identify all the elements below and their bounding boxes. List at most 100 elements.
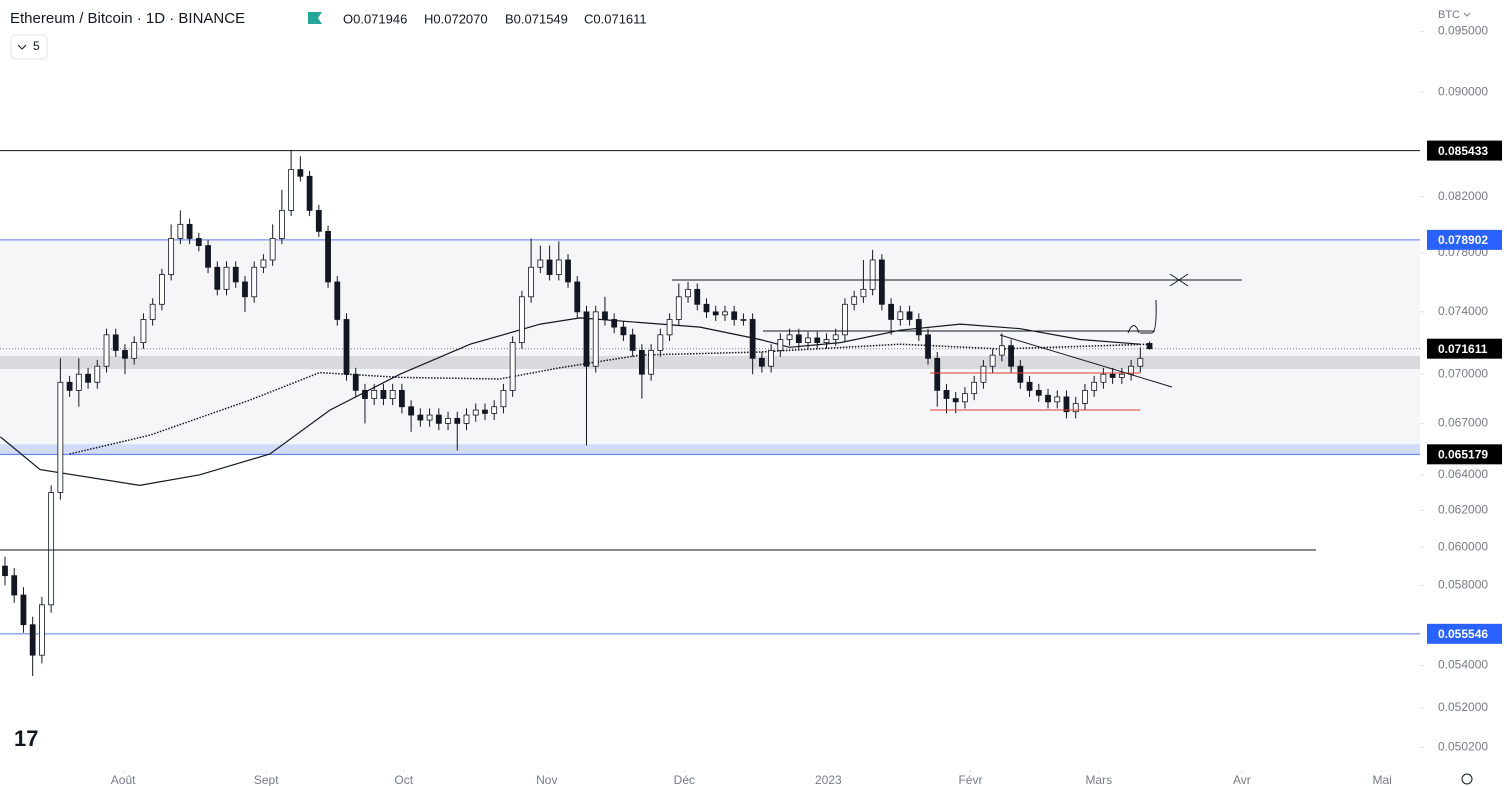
logo: 17 xyxy=(14,726,38,751)
candle-body xyxy=(1082,389,1088,404)
candle-body xyxy=(269,238,276,261)
candle-body xyxy=(380,389,387,399)
range-shade xyxy=(0,240,1420,455)
candle-body xyxy=(657,334,664,351)
level-label: 0.071611 xyxy=(1438,342,1488,356)
level-label: 0.078902 xyxy=(1438,233,1488,247)
chevron xyxy=(1463,12,1471,17)
candle-body xyxy=(915,319,922,336)
trend-line xyxy=(999,334,1173,388)
candle-body xyxy=(1045,394,1051,403)
candle-body xyxy=(408,406,415,416)
x-tick-label: 2023 xyxy=(815,773,842,786)
candle-body xyxy=(389,389,396,399)
y-tick-label: 0.067000 xyxy=(1438,416,1488,430)
candle-body xyxy=(768,350,775,367)
candle-body xyxy=(315,210,322,232)
candle-body xyxy=(795,334,802,344)
ohlc-close: C0.071611 xyxy=(584,11,647,26)
candle-body xyxy=(998,345,1005,356)
candle-body xyxy=(1072,403,1079,413)
candle-body xyxy=(417,414,424,421)
candle-body xyxy=(75,373,82,391)
candle-body xyxy=(685,288,691,298)
candle-body xyxy=(537,259,544,268)
candle-body xyxy=(371,389,378,399)
candle-body xyxy=(352,373,359,391)
candle-body xyxy=(66,381,73,391)
candle-body xyxy=(703,303,710,313)
candle-body xyxy=(666,319,673,336)
candle-body xyxy=(814,337,821,344)
y-tick-label: 0.054000 xyxy=(1438,658,1488,672)
x-tick-label: Août xyxy=(111,773,136,786)
candle-body xyxy=(168,238,175,275)
candle-body xyxy=(602,311,608,320)
candle-body xyxy=(805,337,811,344)
currency-menu[interactable]: BTC xyxy=(1438,9,1471,21)
candle-body xyxy=(398,389,405,408)
candle-body xyxy=(1008,345,1014,367)
level-label: 0.065179 xyxy=(1438,447,1488,461)
candle-body xyxy=(159,274,165,305)
candle-body xyxy=(232,266,239,283)
candle-body xyxy=(140,319,147,344)
candle-body xyxy=(1146,343,1153,350)
candle-body xyxy=(39,604,45,656)
candle-body xyxy=(242,281,248,298)
candle-body xyxy=(731,311,738,320)
y-tick-label: 0.090000 xyxy=(1438,84,1488,98)
candle-body xyxy=(629,334,636,351)
settings-button[interactable] xyxy=(1461,773,1473,785)
candle-body xyxy=(334,281,341,320)
moving-average xyxy=(69,343,1150,455)
zone-band xyxy=(0,356,1420,369)
candle-body xyxy=(611,319,618,328)
candle-body xyxy=(1091,381,1098,391)
y-tick-label: 0.060000 xyxy=(1438,539,1488,553)
candle-body xyxy=(297,169,304,177)
x-tick-label: Mars xyxy=(1085,773,1112,786)
candle-body xyxy=(675,296,682,320)
candle-body xyxy=(472,409,479,416)
candle-body xyxy=(1017,365,1024,383)
level-label: 0.085433 xyxy=(1438,144,1488,158)
candle-body xyxy=(583,311,590,367)
x-tick-label: Sept xyxy=(254,773,279,786)
candle-body xyxy=(426,414,433,421)
candle-body xyxy=(214,266,221,290)
candle-body xyxy=(500,389,507,408)
candle-body xyxy=(952,398,959,403)
candle-body xyxy=(20,594,27,626)
candle-body xyxy=(177,223,184,239)
candle-body xyxy=(934,357,941,391)
x-tick-label: Avr xyxy=(1233,773,1251,786)
candle-body xyxy=(1137,357,1144,367)
candle-body xyxy=(574,281,581,313)
candle-body xyxy=(1109,373,1116,378)
level-band xyxy=(0,444,1420,456)
candle-body xyxy=(94,365,101,383)
candle-body xyxy=(906,311,913,320)
candle-body xyxy=(555,259,562,275)
candle-body xyxy=(712,311,719,316)
candle-body xyxy=(518,296,525,344)
level-label-bg xyxy=(1427,140,1502,161)
candle-body xyxy=(2,565,8,577)
level-label-bg xyxy=(1427,229,1502,250)
x-tick-label: Mai xyxy=(1372,773,1391,786)
level-label-bg xyxy=(1427,444,1502,465)
candle-body xyxy=(149,303,156,320)
chevron xyxy=(17,44,27,50)
plot-area xyxy=(0,149,1420,676)
candle-body xyxy=(749,319,756,359)
candle-body xyxy=(758,357,765,367)
candle-body xyxy=(989,354,996,367)
y-tick-label: 0.050200 xyxy=(1438,740,1488,754)
y-tick-label: 0.064000 xyxy=(1438,467,1488,481)
candle-body xyxy=(463,414,470,424)
drawn-squiggle xyxy=(1127,299,1157,334)
indicator-toggle[interactable]: 5 xyxy=(10,34,48,60)
candle-body xyxy=(195,238,202,246)
candle-body xyxy=(962,393,968,403)
